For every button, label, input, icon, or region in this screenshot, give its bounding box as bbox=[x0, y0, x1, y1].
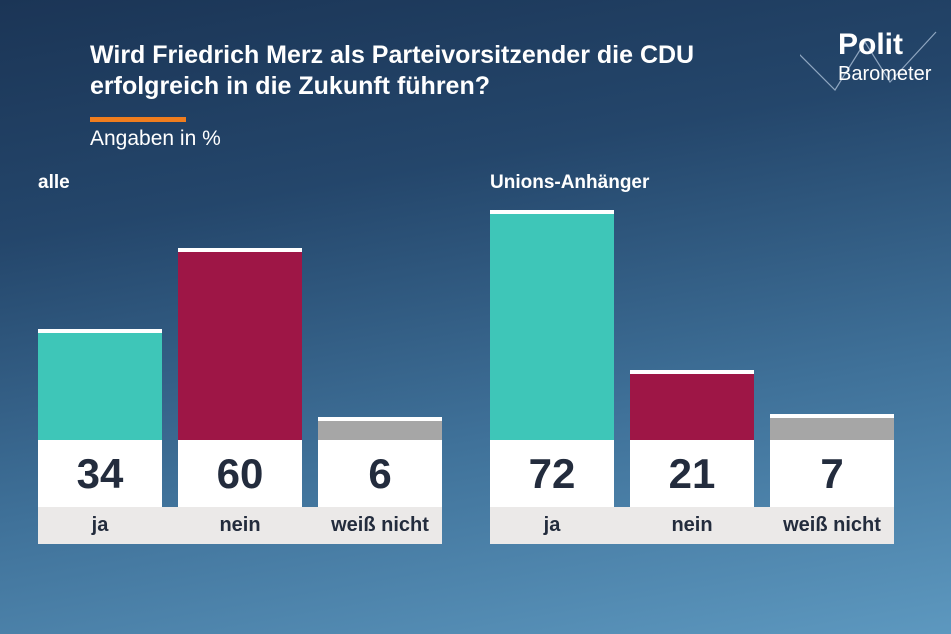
category-label: nein bbox=[671, 514, 713, 536]
bar bbox=[38, 329, 162, 440]
data-label: 72 bbox=[490, 440, 614, 507]
svg-text:Polit: Polit bbox=[838, 28, 903, 61]
data-label: 7 bbox=[770, 440, 894, 507]
bar bbox=[630, 370, 754, 440]
bar-cap bbox=[770, 414, 894, 419]
category-strip bbox=[490, 507, 894, 544]
bar bbox=[490, 209, 614, 440]
chart-title: Wird Friedrich Merz als Parteivorsitzend… bbox=[90, 41, 695, 100]
bar-cap bbox=[178, 247, 302, 252]
data-label: 6 bbox=[318, 440, 442, 507]
bar-cap bbox=[630, 370, 754, 375]
category-label: weiß nicht bbox=[783, 514, 881, 536]
data-label: 21 bbox=[630, 440, 754, 507]
bar bbox=[770, 414, 894, 440]
bar bbox=[318, 417, 442, 440]
panel-title: Unions-Anhänger bbox=[490, 172, 650, 193]
data-label: 60 bbox=[178, 440, 302, 507]
bar-cap bbox=[490, 209, 614, 214]
category-label: ja bbox=[91, 514, 109, 536]
category-label: ja bbox=[543, 514, 561, 536]
accent-line bbox=[90, 117, 186, 122]
svg-text:Barometer: Barometer bbox=[838, 63, 932, 85]
bar-cap bbox=[318, 417, 442, 422]
chart-subtitle: Angaben in % bbox=[90, 127, 221, 150]
politbarometer-logo: Polit Barometer bbox=[800, 28, 937, 91]
category-label: weiß nicht bbox=[331, 514, 429, 536]
data-label: 34 bbox=[38, 440, 162, 507]
category-label: nein bbox=[219, 514, 261, 536]
bar-cap bbox=[38, 329, 162, 334]
bar bbox=[178, 247, 302, 440]
panel-title: alle bbox=[38, 172, 70, 193]
category-strip bbox=[38, 507, 442, 544]
